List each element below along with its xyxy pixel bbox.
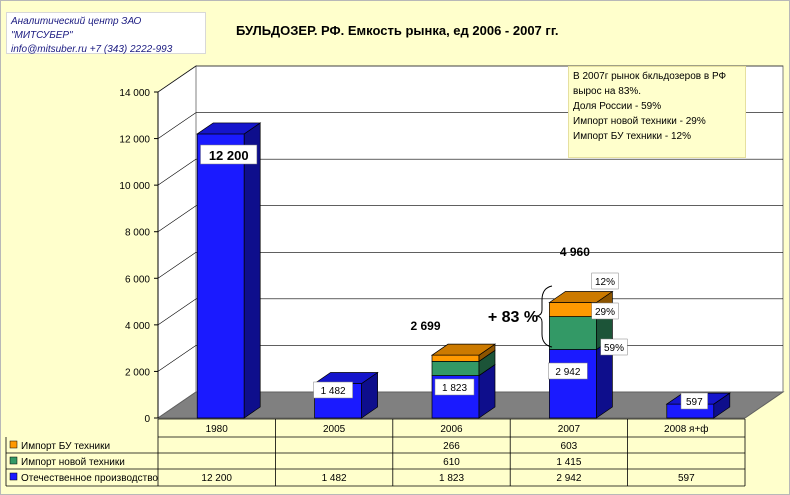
table-cell: 610 [443, 457, 460, 468]
legend-key [9, 456, 18, 465]
x-tick-label: 1980 [206, 424, 229, 435]
bar-2006-front [431, 354, 480, 362]
y-tick-label: 0 [144, 414, 150, 425]
gridline-side [157, 158, 197, 186]
legend-label: Отечественное производство [21, 473, 158, 484]
pct-used-label: 12% [595, 277, 615, 288]
source-line-1: Аналитический центр ЗАО "МИТСУБЕР" [11, 16, 142, 41]
legend-label: Импорт новой техники [21, 457, 125, 468]
bar-2007-front [549, 349, 597, 419]
pct-new-label-bg [591, 302, 619, 320]
y-tick-label: 14 000 [119, 88, 150, 99]
y-tick-label: 2 000 [125, 367, 150, 378]
table-cell: 1 415 [556, 457, 581, 468]
x-tick-label: 2006 [440, 424, 463, 435]
y-tick-label: 10 000 [119, 181, 150, 192]
legend-key [9, 440, 18, 449]
total-2007: 4 960 [560, 245, 590, 259]
label-1980: 12 200 [209, 148, 249, 163]
data-labels: 12 200 1 482 1 823 2 942 597 2 699 4 960 + 83 %… [200, 144, 708, 410]
y-tick-label: 12 000 [119, 135, 150, 146]
bar-2007-front [549, 302, 597, 317]
source-box: Аналитический центр ЗАО "МИТСУБЕР" info@… [6, 12, 206, 55]
legend-key [9, 472, 18, 481]
total-2006: 2 699 [410, 319, 440, 333]
bar-2007-front [549, 316, 597, 350]
label-1980-bg [200, 144, 258, 165]
table-cell: 266 [443, 441, 460, 452]
pct-new-label: 29% [595, 307, 615, 318]
gridline-side [157, 65, 197, 93]
growth-label: + 83 % [488, 309, 538, 326]
y-tick-label: 4 000 [125, 321, 150, 332]
label-2006: 1 823 [442, 383, 467, 394]
label-2006-bg [434, 378, 475, 396]
bar-1980-side [243, 122, 261, 419]
table-cell: 597 [678, 473, 695, 484]
label-2005-bg [313, 381, 353, 399]
table-cell: 2 942 [556, 473, 581, 484]
pct-domestic-label: 59% [604, 343, 624, 354]
data-table: 1980 2005 2006 2007 2008 я+ф Импорт БУ техник… [5, 418, 746, 487]
gridline-side [157, 345, 197, 372]
chart-title: БУЛЬДОЗЕР. РФ. Емкость рынка, ед 2006 - … [236, 23, 559, 38]
gridline-side [157, 298, 197, 326]
y-tick-label: 8 000 [125, 228, 150, 239]
pct-domestic-label-bg [600, 338, 628, 356]
table-cell: 603 [561, 441, 578, 452]
gridlines [157, 65, 783, 372]
label-2008-bg [680, 392, 708, 410]
bar-2006-top [430, 343, 497, 356]
y-tick-label: 6 000 [125, 274, 150, 285]
label-2008: 597 [686, 397, 703, 408]
table-cell: 1 823 [439, 473, 464, 484]
x-tick-label: 2008 я+ф [664, 423, 709, 435]
y-axis: 0 2 000 4 000 6 000 8 000 10 000 12 000 14 000 [119, 88, 159, 425]
bar-2006-front [431, 360, 480, 376]
side-wall [157, 65, 197, 419]
gridline-side [157, 252, 197, 279]
label-2007-bg [548, 362, 588, 380]
x-tick-label: 2007 [558, 424, 581, 435]
note-line-2: вырос на 83%. [573, 86, 642, 97]
table-cell: 1 482 [322, 473, 347, 484]
note-line-5: Импорт БУ техники - 12% [573, 131, 691, 142]
note-line-1: В 2007г рынок бкльдозеров в РФ [573, 71, 727, 82]
gridline-side [157, 112, 197, 139]
bar-2007-top [548, 291, 614, 303]
note-line-4: Импорт новой техники - 29% [573, 116, 706, 127]
bar-1980-top [196, 122, 262, 135]
note-line-3: Доля России - 59% [573, 101, 662, 112]
x-tick-label: 2005 [323, 424, 346, 435]
gridline-side [157, 205, 197, 232]
growth-brace [536, 285, 553, 348]
label-2007: 2 942 [555, 367, 580, 378]
label-2005: 1 482 [321, 386, 346, 397]
pct-used-label-bg [591, 272, 619, 290]
source-line-2: info@mitsuber.ru +7 (343) 2222-993 [11, 44, 173, 55]
note-box: В 2007г рынок бкльдозеров в РФ вырос на … [568, 66, 746, 158]
table-cell: 12 200 [201, 473, 232, 484]
legend-label: Импорт БУ техники [21, 441, 110, 452]
bar-1980-front [196, 133, 245, 419]
